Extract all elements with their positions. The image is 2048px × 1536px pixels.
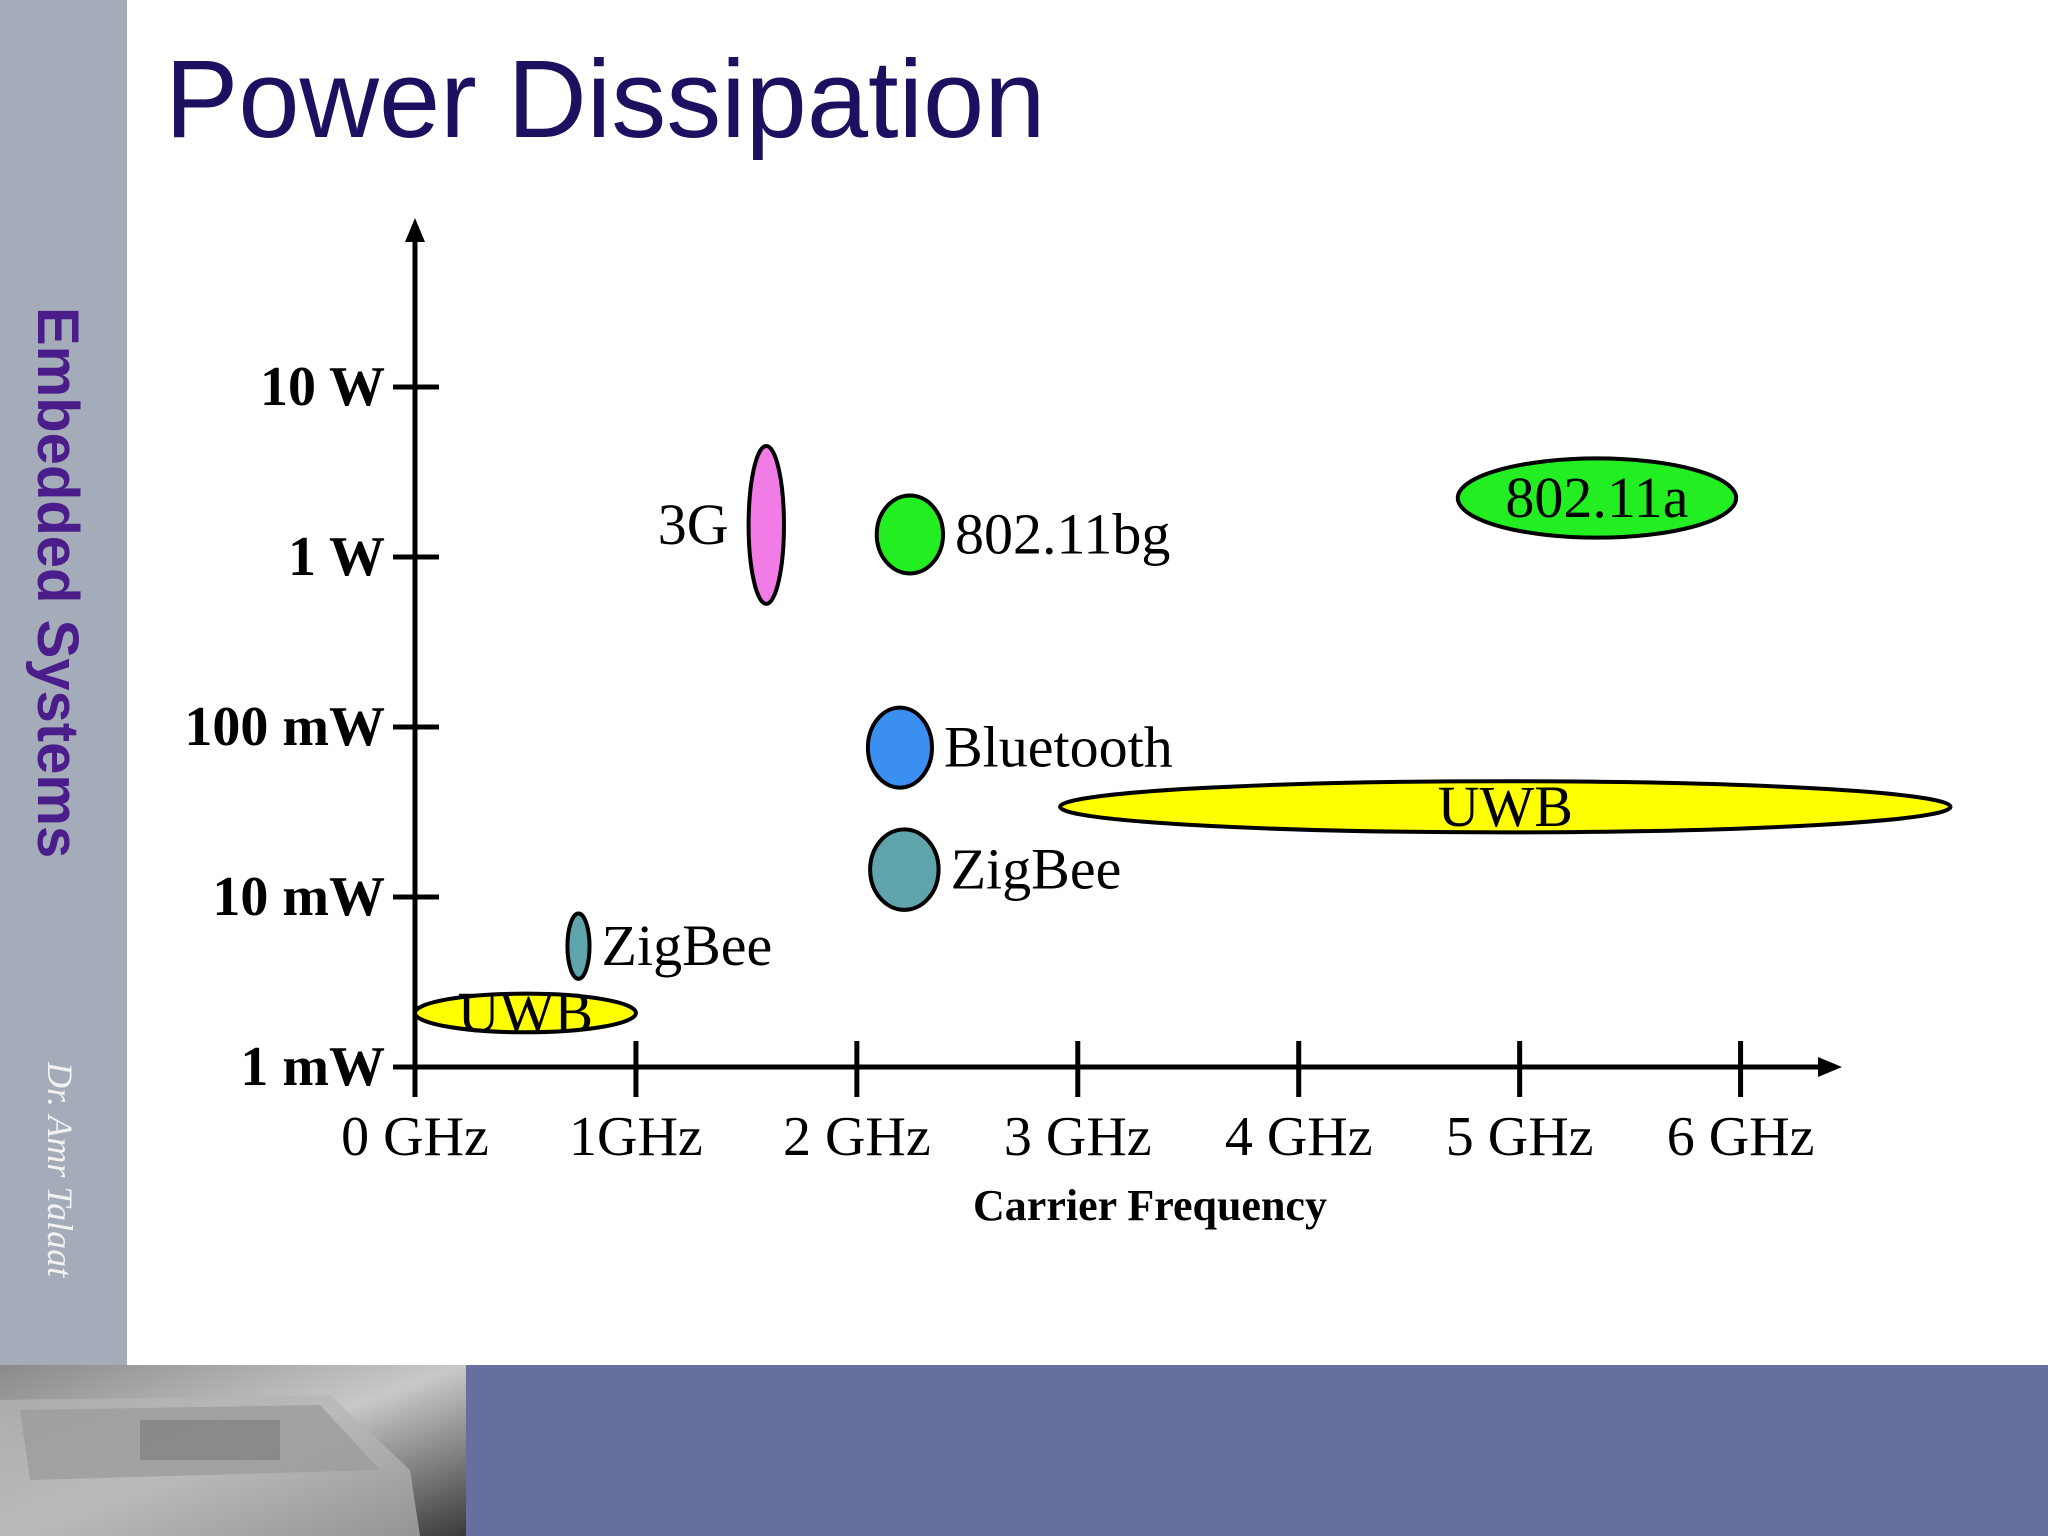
x-tick-label: 2 GHz [783, 1106, 931, 1168]
range-ellipse [1455, 456, 1739, 540]
y-axis-arrow [405, 218, 425, 242]
y-tick-label: 1 mW [240, 1036, 385, 1098]
series-label: Bluetooth [944, 715, 1173, 780]
x-tick-label: 1GHz [569, 1106, 703, 1168]
y-tick-label: 10 mW [212, 866, 385, 928]
series-label: 3G [658, 492, 729, 557]
series-label: ZigBee [602, 913, 773, 978]
x-tick-label: 6 GHz [1667, 1106, 1815, 1168]
y-tick-label: 10 W [260, 356, 385, 418]
x-tick-label: 0 GHz [341, 1106, 489, 1168]
range-ellipse [746, 443, 786, 606]
sidebar-title: Embedded Systems [25, 307, 90, 858]
series-label: ZigBee [951, 837, 1122, 902]
author: Dr. Amr Talaat [40, 1061, 80, 1278]
slide-title: Power Dissipation [165, 38, 1045, 161]
x-tick-label: 4 GHz [1225, 1106, 1373, 1168]
y-tick-label: 100 mW [184, 696, 385, 758]
range-ellipse [412, 991, 638, 1035]
x-axis-arrow [1818, 1057, 1842, 1077]
footer-image [0, 1365, 466, 1536]
x-axis-title: Carrier Frequency [973, 1181, 1327, 1230]
series-label: 802.11a [1505, 465, 1688, 530]
x-tick-label: 3 GHz [1004, 1106, 1152, 1168]
range-ellipse [868, 827, 941, 912]
y-tick-label: 1 W [288, 526, 385, 588]
range-ellipse [874, 493, 946, 576]
x-tick-label: 5 GHz [1446, 1106, 1594, 1168]
series-label: 802.11bg [955, 501, 1170, 566]
range-ellipse [565, 911, 592, 981]
range-ellipse [865, 705, 934, 790]
sidebar [0, 0, 127, 1365]
series-label: UWB [458, 980, 593, 1045]
range-ellipse [1058, 779, 1953, 835]
plot: Carrier Frequency [405, 218, 1842, 1230]
series-label: UWB [1438, 774, 1573, 839]
